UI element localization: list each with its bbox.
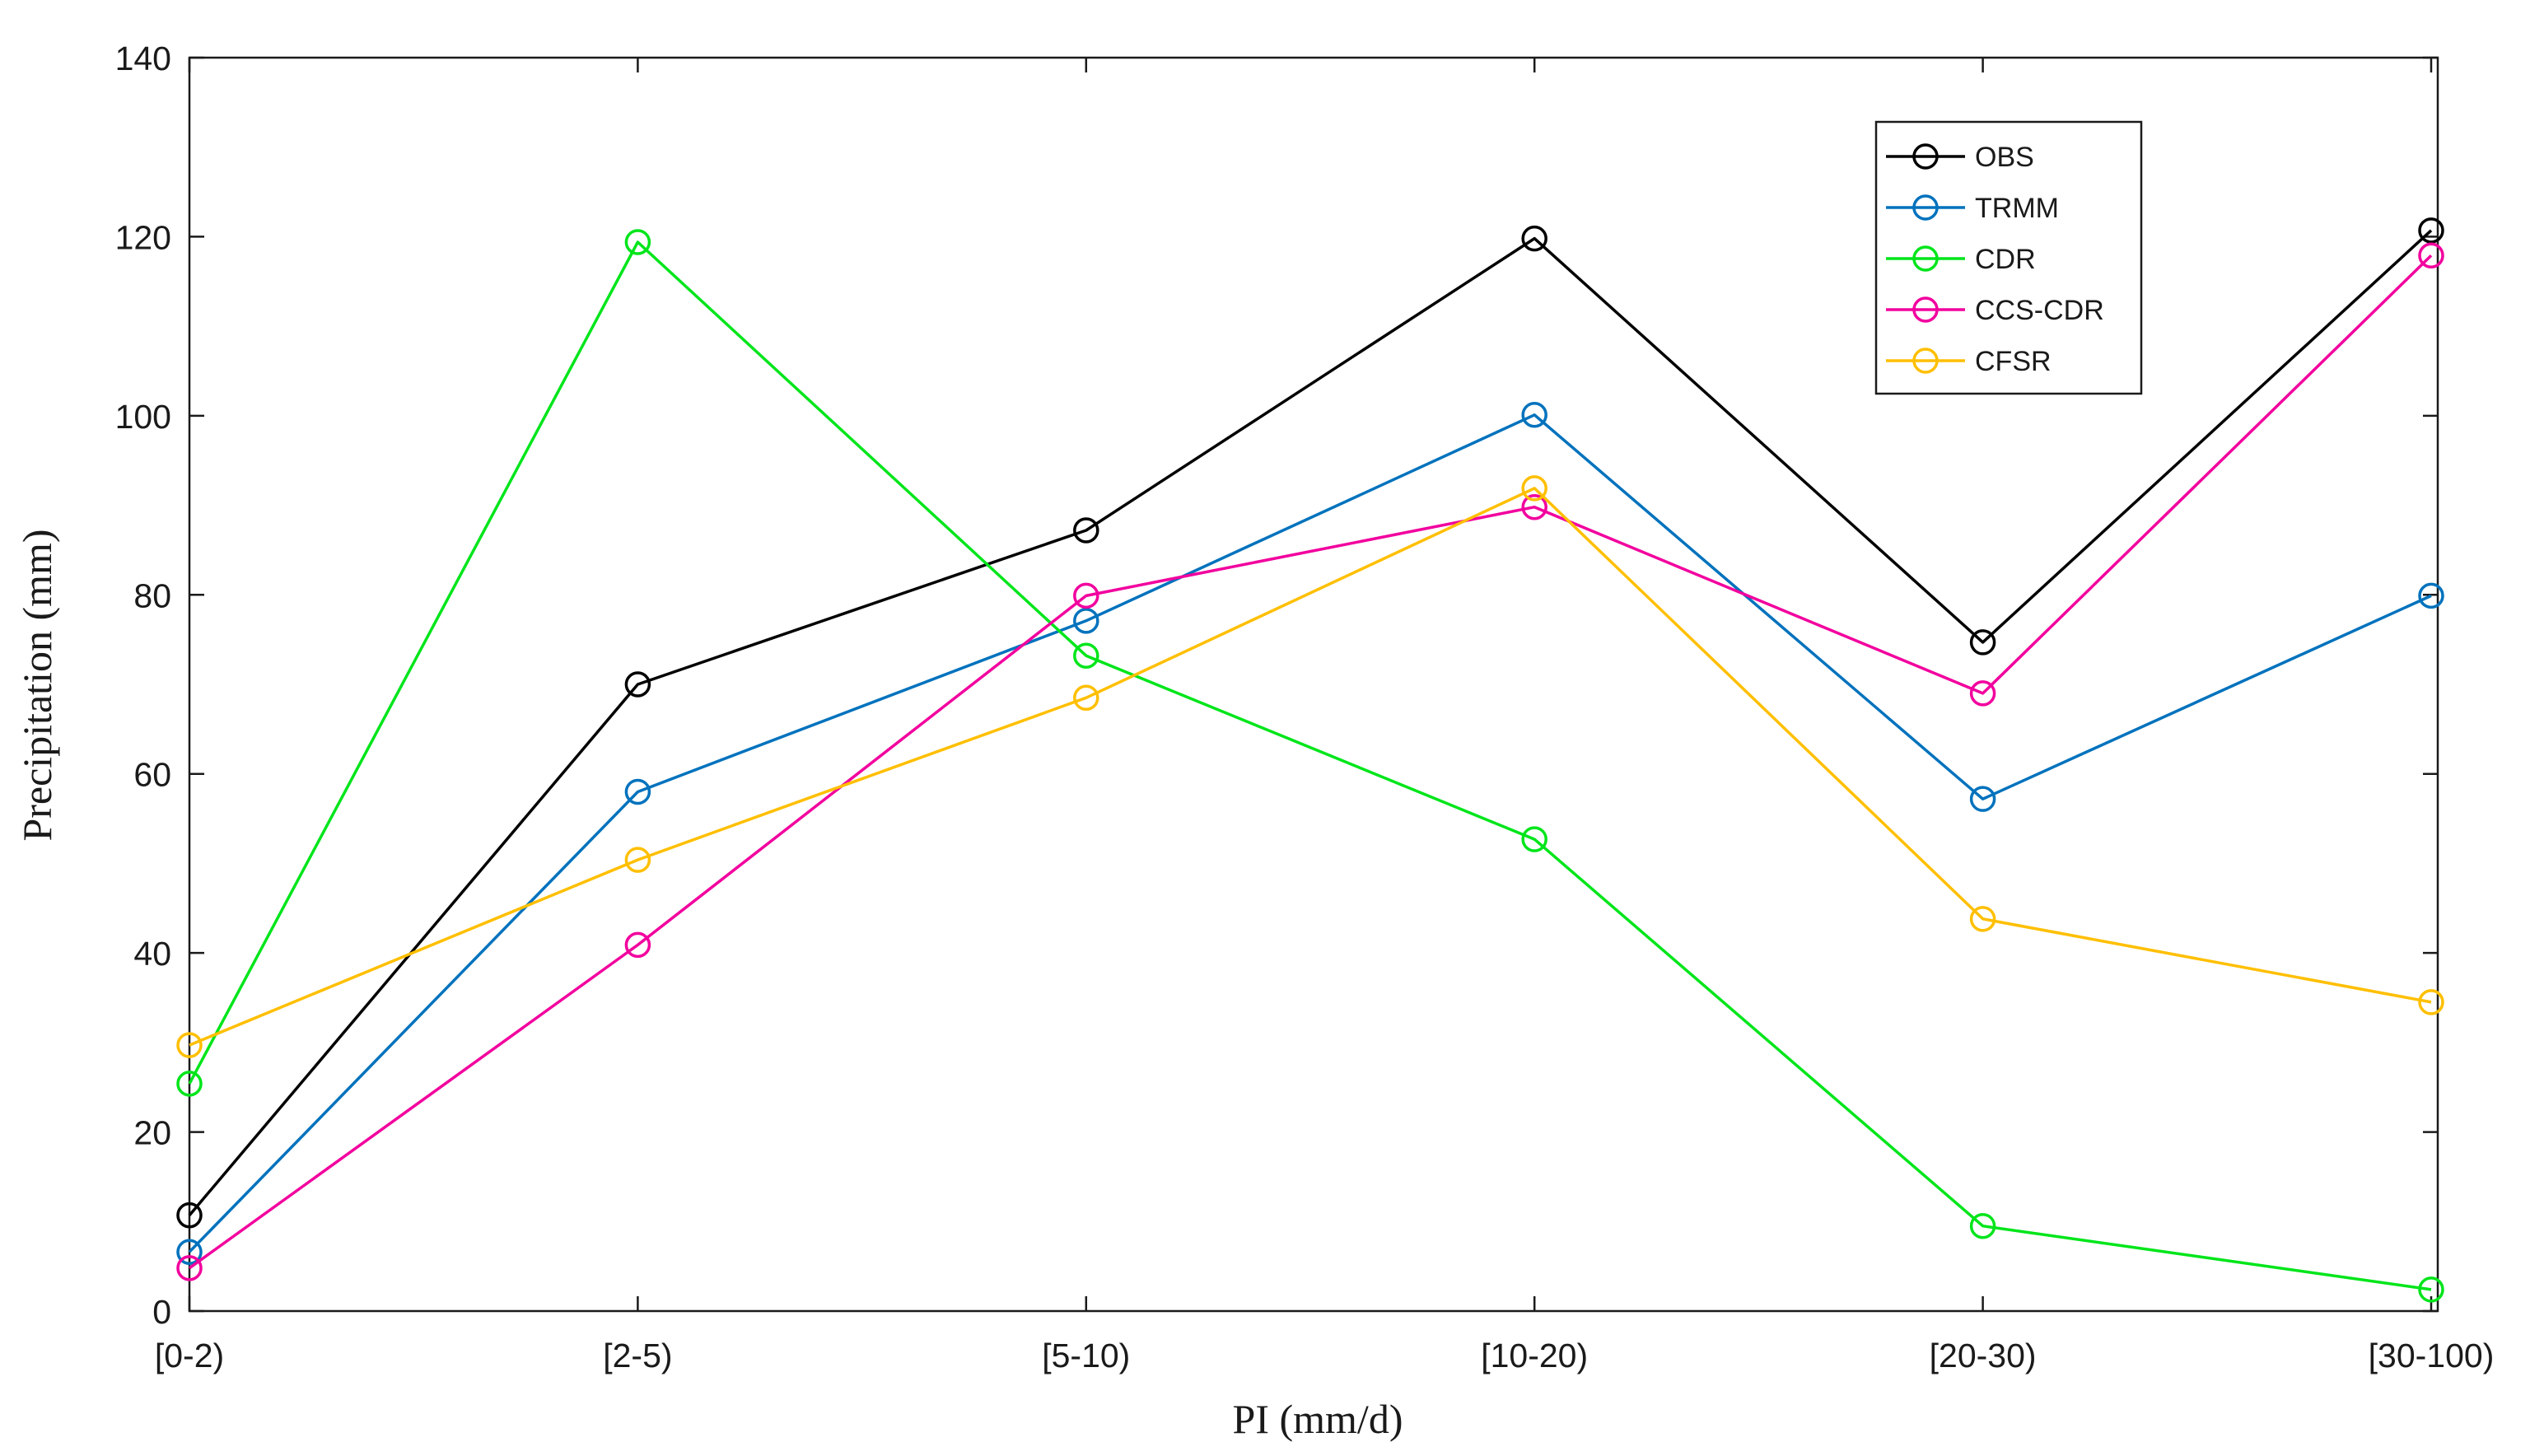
legend-swatch-marker [1912,348,1939,374]
series-cdr [176,229,2444,1303]
data-point-trmm [624,778,651,805]
x-axis-label: PI (mm/d) [1233,1396,1403,1442]
data-point-cdr [176,1071,203,1097]
series-cfsr [176,475,2444,1058]
data-point-cdr [1969,1212,1996,1239]
data-point-obs [176,1202,203,1229]
y-tick-label: 0 [152,1293,171,1331]
series-line-cdr [188,240,2432,1291]
y-tick-label: 140 [115,40,171,77]
data-point-cfsr [2418,989,2444,1015]
data-point-obs [2418,217,2444,244]
y-tick-label: 20 [133,1114,171,1152]
data-point-trmm [1969,786,1996,812]
series-line-obs [188,229,2433,1216]
legend-item-trmm: TRMM [1886,193,2059,224]
data-point-trmm [2418,582,2444,609]
y-tick-label: 120 [115,218,171,256]
y-tick-label: 100 [115,398,171,436]
x-tick-label: [20-30) [1930,1337,2037,1374]
series-obs [176,217,2444,1229]
legend-label: CDR [1975,244,2036,275]
legend-item-cfsr: CFSR [1886,346,2052,377]
legend-item-obs: OBS [1886,142,2034,173]
data-point-cdr [624,229,651,255]
data-point-trmm [1521,402,1547,428]
y-tick-label: 60 [133,756,171,794]
plot-frame [188,56,2439,1313]
data-point-cdr [1073,642,1099,669]
x-tick-label: [0-2) [155,1337,224,1374]
legend-label: OBS [1975,142,2034,173]
data-point-cdr [1521,826,1547,852]
legend-swatch-marker [1912,194,1939,221]
y-axis-label: Precipitation (mm) [14,529,60,841]
legend-label: CFSR [1975,346,2052,377]
data-point-cfsr [1521,475,1547,502]
data-point-trmm [176,1239,203,1265]
data-point-cfsr [1073,684,1099,712]
data-point-obs [1969,629,1996,656]
data-point-ccs-cdr [624,931,651,959]
data-point-ccs-cdr [1969,680,1996,707]
data-point-ccs-cdr [1521,493,1547,520]
series-line-ccs-cdr [188,254,2433,1270]
x-tick-label: [10-20) [1481,1337,1588,1374]
legend-label: TRMM [1975,193,2059,224]
legend-item-ccs-cdr: CCS-CDR [1886,295,2104,326]
data-point-cdr [2418,1276,2444,1303]
data-point-obs [624,671,651,698]
y-tick-label: 80 [133,576,171,614]
series-line-cfsr [189,487,2432,1047]
legend-swatch-marker [1912,245,1939,272]
y-tick-label: 40 [133,935,171,973]
data-point-ccs-cdr [1073,582,1099,609]
x-tick-label: [2-5) [603,1337,672,1374]
legend-swatch-marker [1912,143,1939,170]
legend-item-cdr: CDR [1886,244,2036,275]
data-point-cfsr [624,847,651,873]
series-line-trmm [188,413,2432,1253]
data-point-ccs-cdr [2418,242,2444,269]
data-point-obs [1521,225,1547,252]
data-point-cfsr [176,1032,203,1058]
series-ccs-cdr [176,242,2444,1281]
legend-swatch-marker [1912,296,1939,323]
x-tick-label: [30-100) [2369,1337,2495,1374]
data-point-obs [1073,517,1099,544]
series-trmm [176,402,2444,1265]
x-tick-label: [5-10) [1042,1337,1130,1374]
data-point-ccs-cdr [176,1255,203,1281]
data-point-trmm [1073,608,1099,634]
legend-label: CCS-CDR [1975,295,2104,326]
axes: 0 20 40 60 80 100 120 140 [0-2) [2-5) [5-10) [10-20… [115,40,2495,1374]
legend: OBS TRMM CDR CCS-CDR CFSR [1874,120,2143,395]
series-group [176,217,2444,1303]
data-point-cfsr [1969,906,1996,932]
